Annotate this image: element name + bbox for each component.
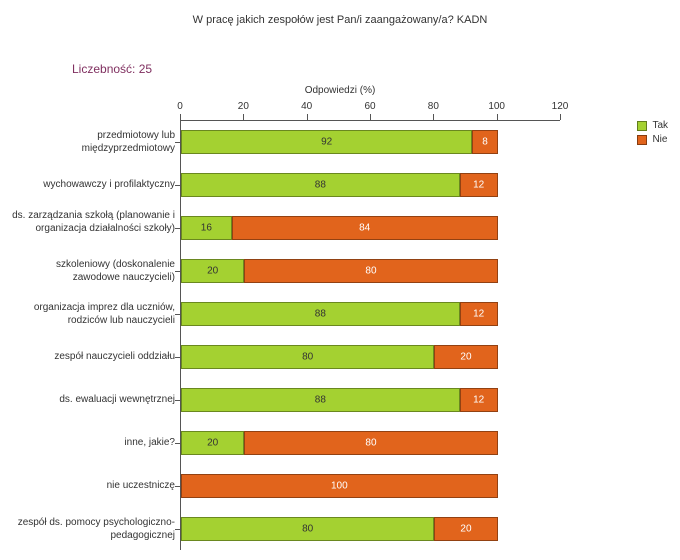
legend-item-nie: Nie xyxy=(637,134,668,145)
legend-label: Nie xyxy=(652,134,667,145)
bar-segment: 20 xyxy=(181,259,244,283)
legend: Tak Nie xyxy=(637,120,668,148)
bar-segment: 12 xyxy=(460,173,498,197)
bar-segment: 12 xyxy=(460,302,498,326)
table-row: 1684 xyxy=(181,216,498,240)
table-row: 100 xyxy=(181,474,498,498)
category-label: ds. zarządzania szkołą (planowanie i org… xyxy=(10,210,175,235)
bar-value-label: 20 xyxy=(207,266,218,277)
y-tick-mark xyxy=(175,400,180,401)
chart-title: W pracę jakich zespołów jest Pan/i zaang… xyxy=(0,14,680,26)
bar-value-label: 16 xyxy=(201,223,212,234)
bar-value-label: 12 xyxy=(473,180,484,191)
bar-value-label: 80 xyxy=(365,438,376,449)
category-label: przedmiotowy lub międzyprzedmiotowy xyxy=(10,130,175,155)
x-tick-label: 0 xyxy=(177,101,183,112)
bar-segment: 12 xyxy=(460,388,498,412)
x-tick-label: 40 xyxy=(301,101,312,112)
legend-item-tak: Tak xyxy=(637,120,668,131)
category-label: zespół ds. pomocy psychologiczno-pedagog… xyxy=(10,517,175,542)
bar-segment: 8 xyxy=(472,130,497,154)
bar-value-label: 80 xyxy=(302,524,313,535)
bar-value-label: 88 xyxy=(315,309,326,320)
category-label: zespół nauczycieli oddziału xyxy=(10,351,175,364)
bar-segment: 80 xyxy=(244,259,497,283)
bar-segment: 92 xyxy=(181,130,472,154)
x-tick-label: 80 xyxy=(428,101,439,112)
bar-value-label: 92 xyxy=(321,137,332,148)
legend-label: Tak xyxy=(652,120,668,131)
legend-swatch-icon xyxy=(637,135,647,145)
bar-segment: 88 xyxy=(181,173,460,197)
category-label: ds. ewaluacji wewnętrznej xyxy=(10,394,175,407)
bar-value-label: 20 xyxy=(460,352,471,363)
x-tick-label: 120 xyxy=(552,101,569,112)
bar-value-label: 88 xyxy=(315,180,326,191)
bar-segment: 100 xyxy=(181,474,498,498)
y-tick-mark xyxy=(175,486,180,487)
bar-segment: 88 xyxy=(181,302,460,326)
bar-value-label: 84 xyxy=(359,223,370,234)
y-tick-mark xyxy=(175,357,180,358)
table-row: 88 12 xyxy=(181,302,498,326)
bar-value-label: 12 xyxy=(473,395,484,406)
category-label: wychowawczy i profilaktyczny xyxy=(10,179,175,192)
bar-value-label: 80 xyxy=(302,352,313,363)
x-tick-label: 20 xyxy=(238,101,249,112)
bar-segment: 80 xyxy=(181,345,434,369)
y-tick-mark xyxy=(175,185,180,186)
bar-segment: 20 xyxy=(434,345,497,369)
bar-segment: 84 xyxy=(232,216,498,240)
category-label: nie uczestniczę xyxy=(10,480,175,493)
table-row: 88 12 xyxy=(181,388,498,412)
category-label: organizacja imprez dla uczniów, rodziców… xyxy=(10,302,175,327)
table-row: 2080 xyxy=(181,431,498,455)
bar-segment: 80 xyxy=(181,517,434,541)
y-tick-mark xyxy=(175,529,180,530)
category-label: inne, jakie? xyxy=(10,437,175,450)
y-tick-mark xyxy=(175,271,180,272)
bar-value-label: 100 xyxy=(331,481,348,492)
chart-container: W pracę jakich zespołów jest Pan/i zaang… xyxy=(0,0,680,560)
bar-value-label: 80 xyxy=(365,266,376,277)
bar-value-label: 88 xyxy=(315,395,326,406)
table-row: 80 20 xyxy=(181,517,498,541)
category-label: szkoleniowy (doskonalenie zawodowe naucz… xyxy=(10,259,175,284)
x-tick-mark xyxy=(560,114,561,120)
x-tick-label: 60 xyxy=(364,101,375,112)
y-tick-mark xyxy=(175,443,180,444)
bar-segment: 20 xyxy=(434,517,497,541)
bar-segment: 80 xyxy=(244,431,497,455)
bar-value-label: 12 xyxy=(473,309,484,320)
table-row: 80 20 xyxy=(181,345,498,369)
table-row: 88 12 xyxy=(181,173,498,197)
bar-segment: 20 xyxy=(181,431,244,455)
y-tick-mark xyxy=(175,314,180,315)
bar-segment: 16 xyxy=(181,216,232,240)
y-tick-mark xyxy=(175,142,180,143)
x-tick-label: 100 xyxy=(488,101,505,112)
chart-subtitle: Liczebność: 25 xyxy=(72,62,152,76)
bar-value-label: 20 xyxy=(460,524,471,535)
table-row: 2080 xyxy=(181,259,498,283)
x-axis-label: Odpowiedzi (%) xyxy=(0,85,680,96)
bar-value-label: 20 xyxy=(207,438,218,449)
legend-swatch-icon xyxy=(637,121,647,131)
y-tick-mark xyxy=(175,228,180,229)
table-row: 92 8 xyxy=(181,130,498,154)
bar-segment: 88 xyxy=(181,388,460,412)
bar-value-label: 8 xyxy=(482,137,488,148)
